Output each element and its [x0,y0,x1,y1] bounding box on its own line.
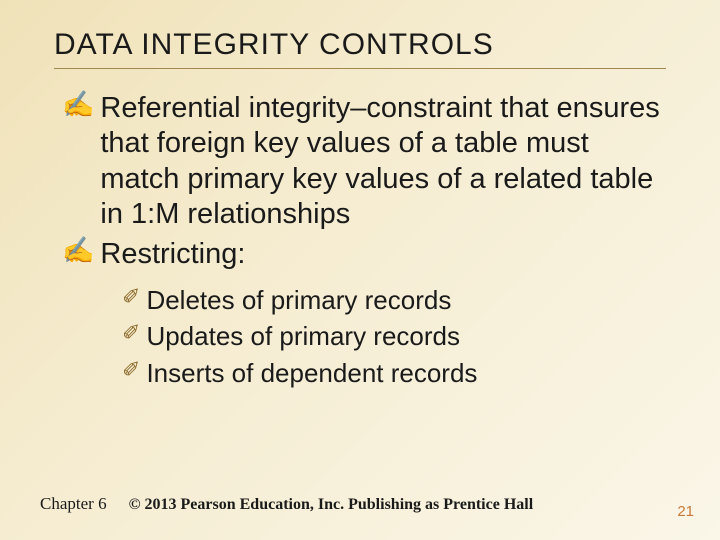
copyright-text: © 2013 Pearson Education, Inc. Publishin… [129,496,534,514]
bullet-item: ✍ Restricting: [62,237,666,272]
sub-bullet-marker-icon: ✐ [122,284,140,309]
page-number: 21 [677,503,694,520]
bullet-item: ✍ Referential integrity–constraint that … [62,91,666,233]
sub-list: ✐ Deletes of primary records ✐ Updates o… [62,284,666,390]
chapter-label: Chapter 6 [40,494,107,514]
footer: Chapter 6 © 2013 Pearson Education, Inc.… [40,494,533,514]
bullet-text: Restricting: [100,237,245,272]
sub-bullet-marker-icon: ✐ [122,320,140,345]
slide: DATA INTEGRITY CONTROLS ✍ Referential in… [0,0,720,540]
bullet-marker-icon: ✍ [62,91,94,120]
sub-bullet-item: ✐ Updates of primary records [122,320,666,353]
bullet-text: Referential integrity–constraint that en… [100,91,666,233]
sub-bullet-text: Deletes of primary records [146,284,451,317]
sub-bullet-text: Inserts of dependent records [146,357,477,390]
sub-bullet-marker-icon: ✐ [122,357,140,382]
sub-bullet-item: ✐ Inserts of dependent records [122,357,666,390]
slide-title: DATA INTEGRITY CONTROLS [54,28,666,69]
sub-bullet-item: ✐ Deletes of primary records [122,284,666,317]
body-content: ✍ Referential integrity–constraint that … [54,91,666,389]
sub-bullet-text: Updates of primary records [146,320,460,353]
bullet-marker-icon: ✍ [62,237,94,266]
